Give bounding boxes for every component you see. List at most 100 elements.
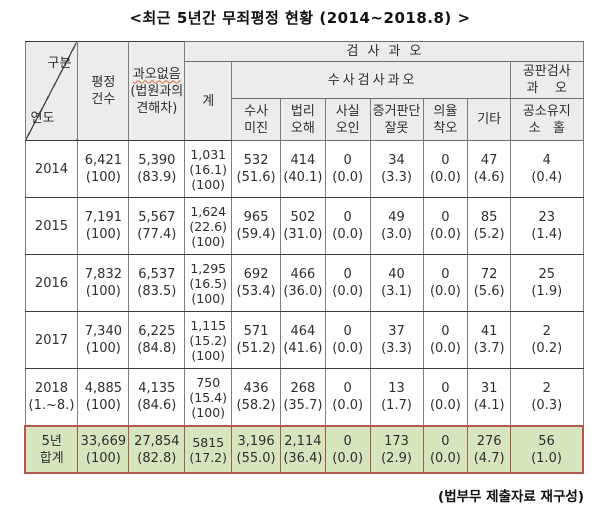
sub-header-col-5: 기타	[467, 98, 512, 141]
header-rated-count-line2: 건수	[91, 92, 116, 107]
error-cell-5: 31 (4.1)	[467, 368, 512, 427]
no-error-cell: 27,854 (82.8)	[128, 425, 186, 474]
year-cell: 2017	[24, 311, 79, 369]
total-cell: 1,115 (15.2) (100)	[184, 311, 233, 369]
error-cell-1: 268 (35.7)	[280, 368, 326, 427]
year-cell: 2016	[24, 254, 79, 312]
sub-header-col-3: 증거판단 잘못	[369, 98, 424, 141]
error-cell-0: 3,196 (55.0)	[231, 425, 281, 474]
header-prosecutor-error-group: 검사과오	[184, 41, 584, 62]
header-no-error-sub-line2: 견해차)	[136, 100, 178, 116]
header-rated-count: 평정 건수	[77, 41, 130, 141]
error-cell-4: 0 (0.0)	[422, 140, 469, 198]
error-cell-1: 2,114 (36.4)	[280, 425, 326, 474]
error-cell-2: 0 (0.0)	[324, 425, 371, 474]
data-row: 2017 7,340 (100) 6,225 (84.8) 1,115 (15.2) (100…	[24, 311, 584, 369]
no-error-cell: 6,537 (83.5)	[128, 254, 186, 312]
no-error-cell: 4,135 (84.6)	[128, 368, 186, 427]
rated-count-cell: 7,191 (100)	[77, 197, 130, 255]
data-row: 2018 (1.~8.) 4,885 (100) 4,135 (84.6) 750 (15.4…	[24, 368, 584, 427]
year-cell: 5년 합계	[24, 425, 79, 474]
no-error-cell: 5,567 (77.4)	[128, 197, 186, 255]
year-cell: 2018 (1.~8.)	[24, 368, 79, 427]
error-cell-0: 571 (51.2)	[231, 311, 281, 369]
error-cell-1: 466 (36.0)	[280, 254, 326, 312]
error-cell-4: 0 (0.0)	[422, 368, 469, 427]
header-no-error-title: 과오없음	[132, 66, 181, 82]
header-trial-group-line1: 공판검사	[522, 64, 571, 79]
error-cell-0: 532 (51.6)	[231, 140, 281, 198]
sub-header-col-0: 수사 미진	[231, 98, 281, 141]
sub-header-row: 수사 미진 법리 오해 사실 오인 증거판단 잘못 의율 착오 기타 공소유지 소 홀	[25, 98, 584, 141]
error-cell-2: 0 (0.0)	[324, 254, 371, 312]
error-cell-6: 56 (1.0)	[510, 425, 585, 474]
header-investigation-group: 수사검사과오	[231, 61, 512, 99]
table-header: 구분 연도 평정 건수 과오없음 (법원과의 견해차) 검사과오 계 수사검사과…	[24, 41, 584, 141]
corner-header-cell: 구분 연도	[24, 41, 79, 141]
rated-count-cell: 6,421 (100)	[77, 140, 130, 198]
error-cell-4: 0 (0.0)	[422, 311, 469, 369]
total-cell: 1,624 (22.6) (100)	[184, 197, 233, 255]
error-cell-1: 464 (41.6)	[280, 311, 326, 369]
error-cell-4: 0 (0.0)	[422, 425, 469, 474]
sub-header-col-6: 공소유지 소 홀	[510, 98, 584, 141]
error-cell-4: 0 (0.0)	[422, 254, 469, 312]
error-cell-5: 41 (3.7)	[467, 311, 512, 369]
error-cell-3: 13 (1.7)	[369, 368, 424, 427]
header-trial-group: 공판검사 과 오	[510, 61, 584, 99]
error-cell-6: 4 (0.4)	[510, 140, 584, 198]
acquittal-table-container: 구분 연도 평정 건수 과오없음 (법원과의 견해차) 검사과오 계 수사검사과…	[24, 41, 600, 474]
rated-count-cell: 7,832 (100)	[77, 254, 130, 312]
year-cell: 2015	[24, 197, 79, 255]
error-cell-3: 37 (3.3)	[369, 311, 424, 369]
error-cell-0: 965 (59.4)	[231, 197, 281, 255]
error-cell-3: 40 (3.1)	[369, 254, 424, 312]
no-error-cell: 5,390 (83.9)	[128, 140, 186, 198]
data-row: 2014 6,421 (100) 5,390 (83.9) 1,031 (16.1) (100…	[24, 140, 584, 198]
data-row: 2015 7,191 (100) 5,567 (77.4) 1,624 (22.6) (100…	[24, 197, 584, 255]
error-cell-0: 436 (58.2)	[231, 368, 281, 427]
error-cell-6: 2 (0.3)	[510, 368, 584, 427]
total-cell: 1,295 (16.5) (100)	[184, 254, 233, 312]
error-cell-1: 414 (40.1)	[280, 140, 326, 198]
error-cell-2: 0 (0.0)	[324, 368, 371, 427]
corner-label-gubun: 구분	[47, 56, 72, 71]
error-cell-2: 0 (0.0)	[324, 140, 371, 198]
corner-label-yeondo: 연도	[30, 111, 55, 126]
total-cell: 5815 (17.2)	[184, 425, 233, 474]
error-cell-2: 0 (0.0)	[324, 311, 371, 369]
header-no-error-sub-line1: (법원과의	[130, 83, 184, 99]
rated-count-cell: 4,885 (100)	[77, 368, 130, 427]
error-cell-5: 276 (4.7)	[467, 425, 512, 474]
error-cell-5: 85 (5.2)	[467, 197, 512, 255]
total-cell: 750 (15.4) (100)	[184, 368, 233, 427]
error-cell-3: 34 (3.3)	[369, 140, 424, 198]
error-cell-6: 23 (1.4)	[510, 197, 584, 255]
sum-row: 5년 합계 33,669 (100) 27,854 (82.8) 5815 (17.2) 3,1…	[24, 425, 585, 474]
total-cell: 1,031 (16.1) (100)	[184, 140, 233, 198]
source-note: (법부무 제출자료 재구성)	[438, 489, 584, 505]
error-cell-2: 0 (0.0)	[324, 197, 371, 255]
error-cell-4: 0 (0.0)	[422, 197, 469, 255]
error-cell-6: 2 (0.2)	[510, 311, 584, 369]
rated-count-cell: 7,340 (100)	[77, 311, 130, 369]
error-cell-3: 49 (3.0)	[369, 197, 424, 255]
error-cell-1: 502 (31.0)	[280, 197, 326, 255]
error-cell-5: 47 (4.6)	[467, 140, 512, 198]
error-cell-3: 173 (2.9)	[369, 425, 424, 474]
sub-header-col-4: 의율 착오	[422, 98, 469, 141]
header-trial-group-line2: 과 오	[526, 81, 567, 96]
rated-count-cell: 33,669 (100)	[77, 425, 130, 474]
sub-header-col-2: 사실 오인	[324, 98, 371, 141]
year-cell: 2014	[24, 140, 79, 198]
header-rated-count-line1: 평정	[91, 75, 116, 90]
page-title: <최근 5년간 무죄평정 현황 (2014~2018.8) >	[129, 9, 471, 27]
no-error-cell: 6,225 (84.8)	[128, 311, 186, 369]
header-total: 계	[184, 61, 233, 141]
header-no-error: 과오없음 (법원과의 견해차)	[128, 41, 186, 141]
table-body: 2014 6,421 (100) 5,390 (83.9) 1,031 (16.1) (100…	[24, 140, 585, 474]
error-cell-0: 692 (53.4)	[231, 254, 281, 312]
error-cell-5: 72 (5.6)	[467, 254, 512, 312]
acquittal-evaluation-table: 구분 연도 평정 건수 과오없음 (법원과의 견해차) 검사과오 계 수사검사과…	[24, 41, 585, 474]
data-row: 2016 7,832 (100) 6,537 (83.5) 1,295 (16.5) (100…	[24, 254, 584, 312]
